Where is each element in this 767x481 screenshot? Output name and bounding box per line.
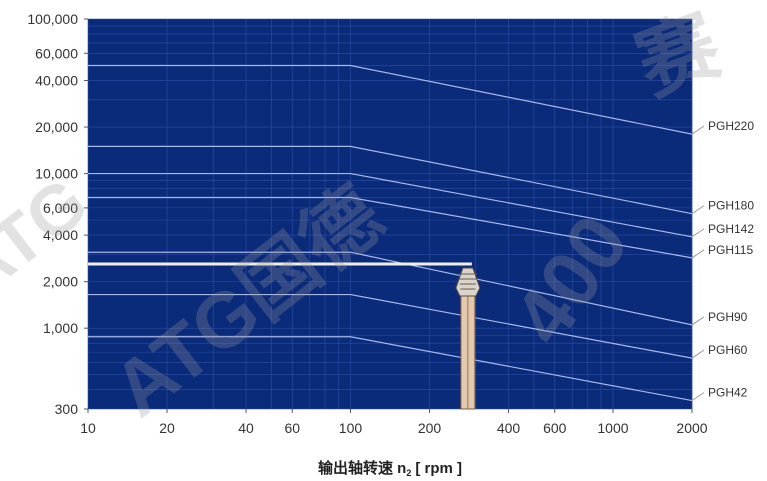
series-label-leader	[691, 249, 705, 259]
y-tick-label: 100,000	[27, 11, 78, 27]
series-line-pgh90	[88, 251, 693, 326]
series-line-pgh180	[88, 145, 693, 215]
series-line-pgh42	[88, 336, 693, 402]
y-tick-label: 300	[55, 401, 79, 417]
series-label-leader	[691, 228, 705, 238]
series-line-pgh142	[88, 172, 693, 238]
series-label-pgh42: PGH42	[708, 386, 748, 400]
x-axis-title-subscript: 2	[406, 468, 411, 478]
y-tick-label: 1,000	[43, 320, 78, 336]
x-axis-title: 输出轴转速 n2 [ rpm ]	[318, 459, 462, 478]
series-line-pgh115	[88, 196, 693, 259]
x-tick-label: 100	[339, 420, 363, 436]
x-axis-title-unit: [ rpm ]	[415, 460, 462, 477]
series-label-leader	[691, 125, 705, 135]
x-tick-label: 40	[238, 420, 254, 436]
series-label-pgh90: PGH90	[708, 310, 748, 324]
series-line-pgh60	[88, 293, 693, 359]
x-tick-label: 1000	[597, 420, 628, 436]
x-tick-label: 10	[80, 420, 96, 436]
x-tick-label: 200	[418, 420, 442, 436]
x-tick-label: 2000	[676, 420, 707, 436]
x-axis-title-main: 输出轴转速 n	[318, 459, 406, 477]
y-tick-label: 20,000	[35, 119, 78, 135]
series-label-pgh180: PGH180	[708, 199, 754, 213]
series-label-pgh60: PGH60	[708, 343, 748, 357]
series-line-pgh220	[88, 64, 693, 135]
series-lines	[88, 64, 693, 402]
series-label-leader	[691, 316, 705, 326]
series-labels: PGH220 PGH180 PGH142 PGH115 PGH90 PGH60 PGH42	[691, 119, 754, 401]
y-tick-label: 10,000	[35, 166, 78, 182]
grid	[87, 18, 693, 410]
y-tick-label: 6,000	[43, 200, 78, 216]
y-tick-label: 40,000	[35, 73, 78, 89]
y-tick-label: 2,000	[43, 274, 78, 290]
y-tick-label: 4,000	[43, 227, 78, 243]
series-label-pgh220: PGH220	[708, 119, 754, 133]
x-tick-label: 400	[497, 420, 521, 436]
highlight-marker	[88, 262, 481, 410]
x-tick-label: 60	[284, 420, 300, 436]
y-tick-label: 60,000	[35, 45, 78, 61]
x-tick-label: 600	[543, 420, 567, 436]
x-tick-label: 20	[159, 420, 175, 436]
series-label-leader	[691, 349, 705, 359]
series-label-leader	[691, 205, 705, 215]
y-axis: 100,000 60,000 40,000 20,000 10,000 6,000 4,00…	[27, 11, 88, 417]
series-label-leader	[691, 392, 705, 401]
series-label-pgh142: PGH142	[708, 222, 754, 236]
series-label-pgh115: PGH115	[708, 243, 753, 257]
x-axis: 10 20 40 60 100 200 400 600 1000 2000	[80, 409, 708, 436]
